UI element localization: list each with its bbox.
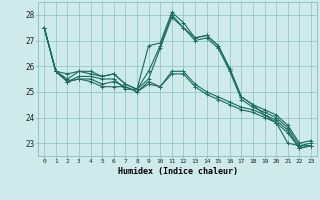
X-axis label: Humidex (Indice chaleur): Humidex (Indice chaleur) xyxy=(118,167,238,176)
